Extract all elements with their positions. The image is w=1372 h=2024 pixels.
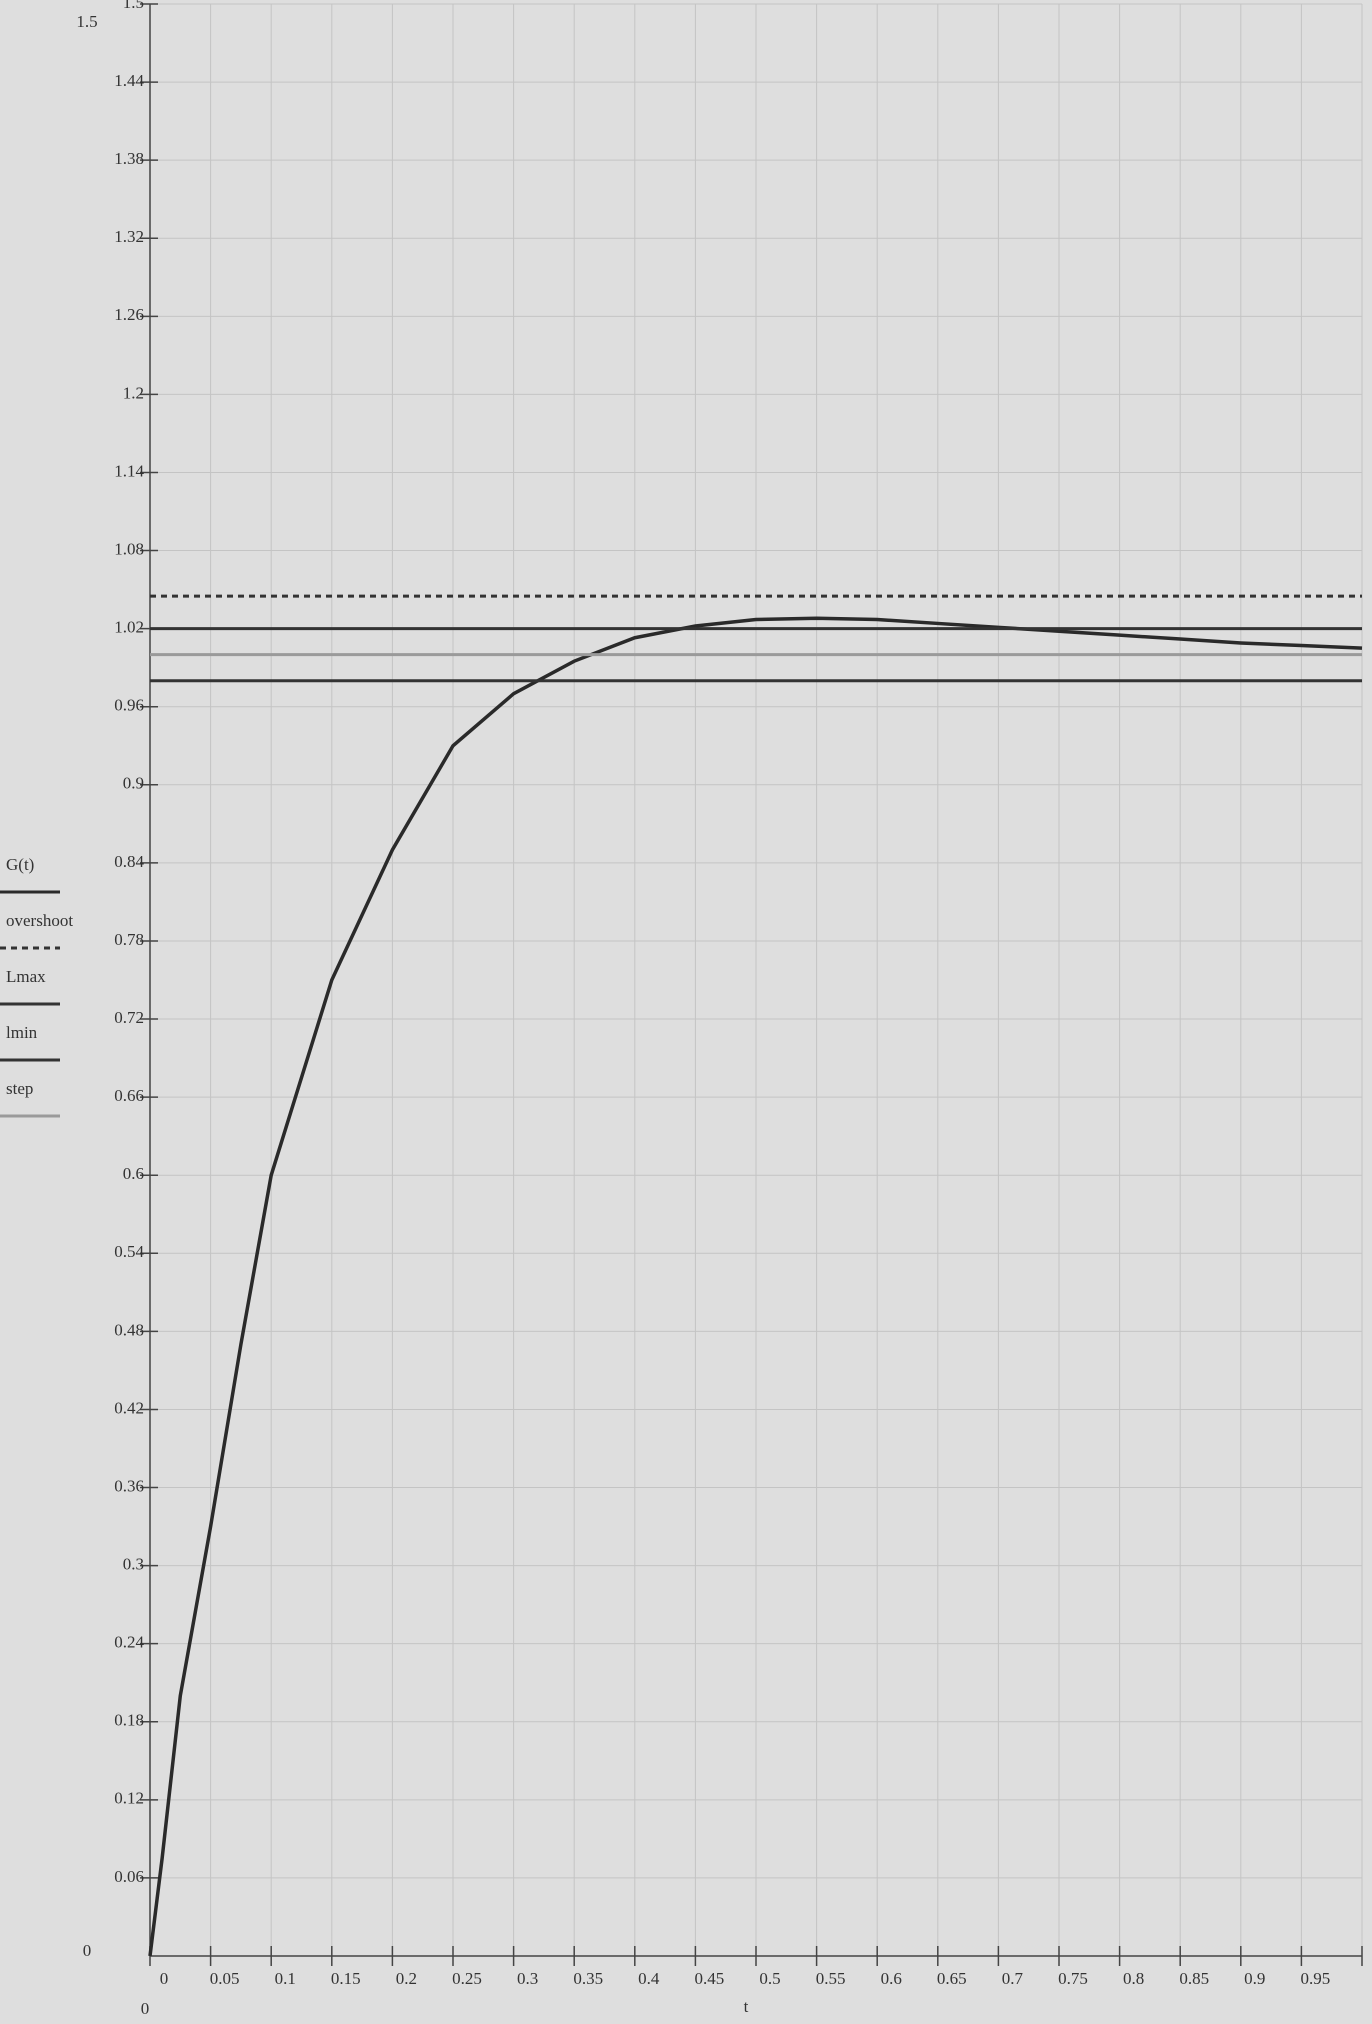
y-tick-label: 0.18	[114, 1711, 144, 1730]
x-tick-label: 0.7	[1002, 1969, 1024, 1988]
x-tick-label: 0.2	[396, 1969, 417, 1988]
x-tick-label: 0.65	[937, 1969, 967, 1988]
x-tick-label: 0.05	[210, 1969, 240, 1988]
y-tick-label: 1.14	[114, 461, 144, 480]
y-tick-label: 1.26	[114, 305, 144, 324]
y-tick-label: 0.84	[114, 852, 144, 871]
y-tick-label: 1.38	[114, 149, 144, 168]
x-axis-label: t	[744, 1997, 749, 2016]
legend-label: Lmax	[6, 967, 46, 986]
x-tick-label: 0.1	[275, 1969, 296, 1988]
legend-label: overshoot	[6, 911, 73, 930]
x-tick-label: 0.95	[1301, 1969, 1331, 1988]
x-tick-label: 0.85	[1179, 1969, 1209, 1988]
y-tick-label: 0.3	[123, 1555, 144, 1574]
x-tick-label: 0.25	[452, 1969, 482, 1988]
y-tick-label: 0.24	[114, 1633, 144, 1652]
x-tick-label: 0.75	[1058, 1969, 1088, 1988]
y-tick-label: 0.54	[114, 1242, 144, 1261]
y-tick-label: 1.5	[123, 0, 144, 12]
series-line	[148, 616, 1363, 1957]
legend-label: step	[6, 1079, 33, 1098]
y-tick-label: 1.44	[114, 71, 144, 90]
x-tick-label: 0.15	[331, 1969, 361, 1988]
y-tick-label: 1.08	[114, 539, 144, 558]
x-tick-label: 0.6	[881, 1969, 902, 1988]
x-tick-label: 0.45	[695, 1969, 725, 1988]
y-tick-label: 0.06	[114, 1867, 144, 1886]
y-tick-label: 0.96	[114, 696, 144, 715]
y-tick-label: 0.36	[114, 1476, 144, 1495]
legend-label: G(t)	[6, 855, 34, 874]
y-tick-label: 0.12	[114, 1789, 144, 1808]
y-limit-label: 0	[83, 1941, 92, 1960]
y-tick-label: 1.32	[114, 227, 144, 246]
legend-label: lmin	[6, 1023, 38, 1042]
y-tick-label: 0.78	[114, 930, 144, 949]
y-tick-label: 1.2	[123, 383, 144, 402]
x-tick-label: 0	[160, 1969, 169, 1988]
y-tick-label: 0.6	[123, 1164, 144, 1183]
y-tick-label: 0.9	[123, 774, 144, 793]
x-tick-label: 0.3	[517, 1969, 538, 1988]
x-tick-label: 0.8	[1123, 1969, 1144, 1988]
y-tick-label: 0.72	[114, 1008, 144, 1027]
y-tick-label: 0.42	[114, 1398, 144, 1417]
y-tick-label: 0.66	[114, 1086, 144, 1105]
x-tick-label: 0.9	[1244, 1969, 1265, 1988]
x-tick-label: 0.55	[816, 1969, 846, 1988]
y-limit-label: 1.5	[76, 12, 97, 31]
y-tick-label: 0.48	[114, 1320, 144, 1339]
x-tick-label: 0.35	[573, 1969, 603, 1988]
x-tick-label: 0.4	[638, 1969, 660, 1988]
x-tick-label: 0.5	[759, 1969, 780, 1988]
y-tick-label: 1.02	[114, 618, 144, 637]
x-limit-label: 0	[141, 1999, 150, 2018]
